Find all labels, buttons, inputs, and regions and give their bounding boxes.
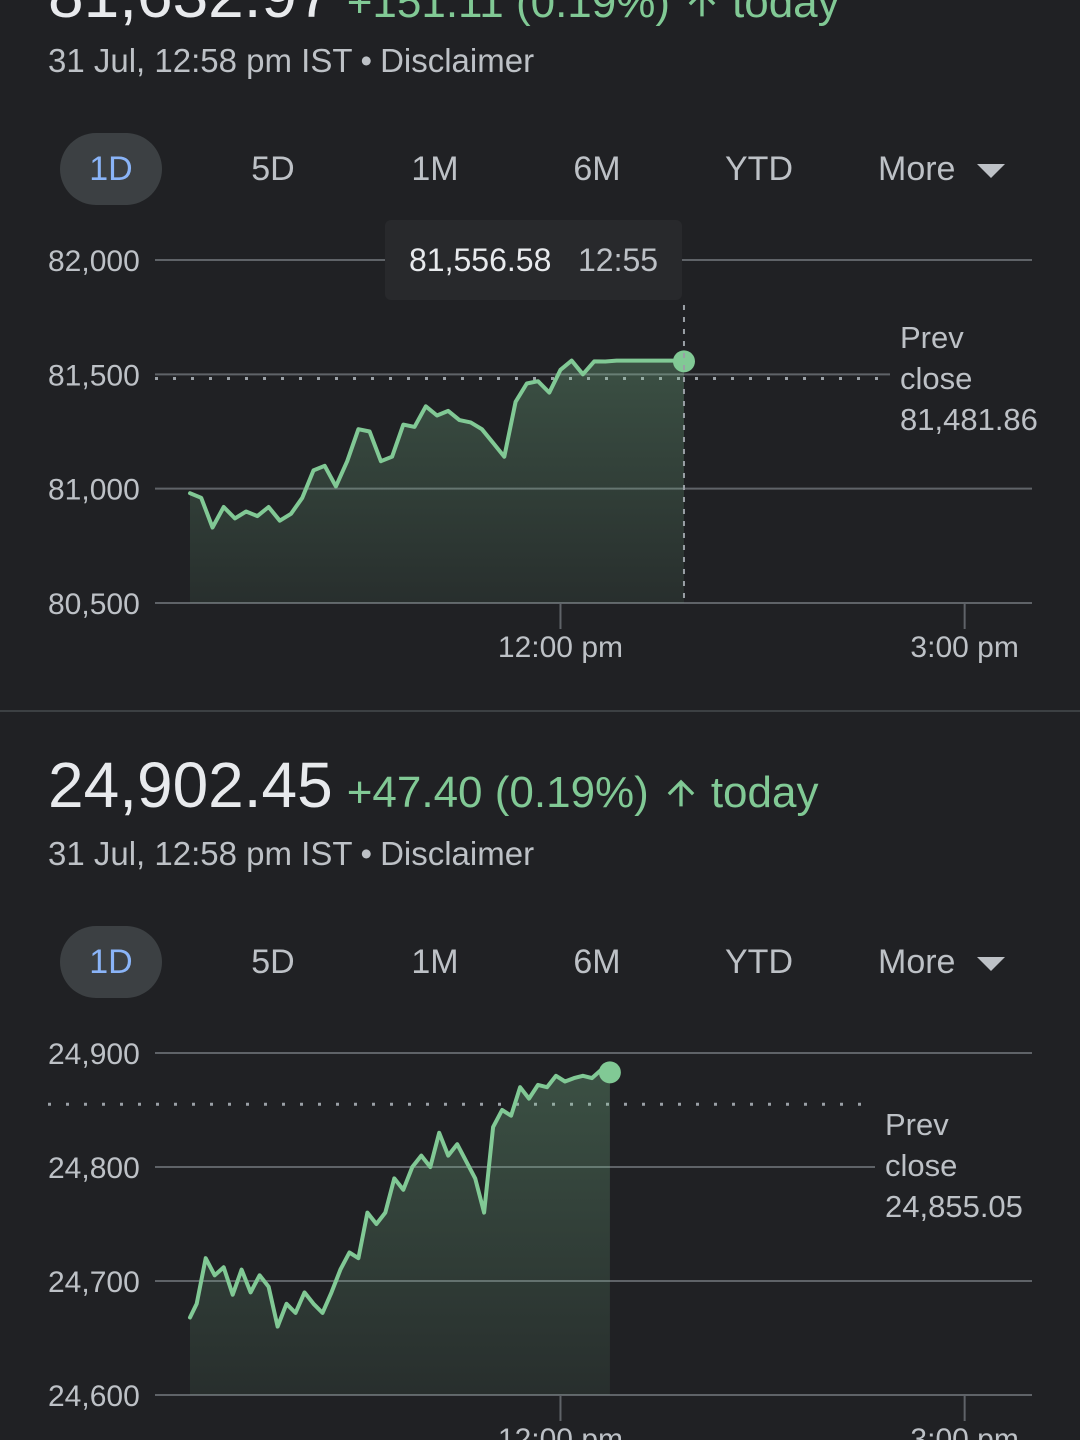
x-tick-label: 3:00 pm — [910, 631, 1018, 664]
y-tick-label: 81,500 — [48, 359, 140, 392]
tooltip-bg — [385, 220, 682, 300]
arrow-drop-down-icon — [977, 957, 1006, 971]
tab-ytd[interactable]: YTD — [725, 942, 793, 981]
tab-ytd[interactable]: YTD — [725, 149, 793, 188]
prev-close-label-bg — [875, 1099, 1035, 1231]
current-price: 81,632.97 — [48, 0, 333, 32]
price-change: +47.40 (0.19%) — [346, 768, 649, 817]
separator-dot: • — [360, 42, 373, 79]
range-tabs: 1D 5D 1M 6M YTD More — [60, 926, 1040, 998]
arrow-upward-icon — [667, 779, 695, 807]
stock-card-sensex: 81,632.97 +151.11 (0.19%) today 31 Jul, … — [0, 0, 1080, 710]
prev-close-label: Prev close 24,855.05 — [875, 1099, 1035, 1231]
price-chart[interactable]: 24,900 24,800 24,700 24,600 12:00 pm 3:00 pm P… — [0, 1008, 1080, 1440]
tab-6m[interactable]: 6M — [573, 149, 621, 188]
stock-card-nifty: 24,902.45 +47.40 (0.19%) today 31 Jul, 1… — [0, 712, 1080, 1440]
price-row: 24,902.45 +47.40 (0.19%) today — [48, 748, 818, 822]
tab-1m[interactable]: 1M — [411, 942, 459, 981]
prev-close-label: Prev close 81,481.86 — [890, 312, 1050, 444]
area-fill — [190, 1070, 610, 1395]
current-point-marker — [672, 350, 695, 373]
y-tick-label: 24,800 — [48, 1152, 140, 1185]
tab-1m[interactable]: 1M — [411, 149, 459, 188]
range-tabs: 1D 5D 1M 6M YTD More — [60, 133, 1040, 205]
timestamp: 31 Jul, 12:58 pm IST — [48, 42, 353, 79]
more-dropdown[interactable]: More — [878, 926, 1006, 998]
prev-close-line1: Prev — [900, 320, 964, 355]
today-label: today — [710, 768, 819, 817]
prev-close-label-bg — [890, 312, 1050, 444]
tooltip-value: 81,556.58 — [409, 242, 551, 278]
price-chart[interactable]: 82,000 81,500 81,000 80,500 12:00 pm 3:00 pm 8… — [0, 215, 1080, 685]
prev-close-line2: close — [885, 1148, 957, 1183]
timestamp-row: 31 Jul, 12:58 pm IST • Disclaimer — [48, 835, 534, 873]
today-label: today — [732, 0, 840, 27]
y-tick-label: 80,500 — [48, 588, 140, 621]
price-line — [188, 1068, 612, 1329]
x-tick-label: 12:00 pm — [498, 631, 623, 664]
separator-dot: • — [360, 835, 373, 872]
price-line — [188, 358, 686, 530]
tab-5d[interactable]: 5D — [251, 149, 295, 188]
prev-close-line2: close — [900, 361, 972, 396]
y-tick-label: 82,000 — [48, 245, 140, 278]
tab-1d[interactable]: 1D — [60, 133, 162, 205]
x-tick-label: 12:00 pm — [498, 1423, 623, 1440]
area-fill — [190, 360, 684, 603]
more-label: More — [878, 942, 956, 981]
card-divider — [0, 710, 1080, 712]
y-tick-label: 24,700 — [48, 1266, 140, 1299]
current-price: 24,902.45 — [48, 749, 333, 821]
prev-close-line1: Prev — [885, 1107, 949, 1142]
tab-5d[interactable]: 5D — [251, 942, 295, 981]
tab-6m[interactable]: 6M — [573, 942, 621, 981]
y-tick-label: 24,900 — [48, 1038, 140, 1071]
timestamp-row: 31 Jul, 12:58 pm IST • Disclaimer — [48, 42, 534, 80]
disclaimer-link[interactable]: Disclaimer — [380, 42, 535, 79]
x-tick-label: 3:00 pm — [910, 1423, 1018, 1440]
arrow-upward-icon — [688, 0, 716, 17]
more-dropdown[interactable]: More — [878, 133, 1006, 205]
y-tick-label: 81,000 — [48, 474, 140, 507]
prev-close-value: 81,481.86 — [900, 402, 1038, 437]
price-tooltip: 81,556.58 12:55 — [385, 220, 682, 300]
tooltip-time: 12:55 — [578, 242, 658, 278]
prev-close-value: 24,855.05 — [885, 1189, 1023, 1224]
arrow-drop-down-icon — [977, 164, 1006, 178]
tab-1d[interactable]: 1D — [60, 926, 162, 998]
disclaimer-link[interactable]: Disclaimer — [380, 835, 535, 872]
current-point-marker — [598, 1061, 621, 1084]
more-label: More — [878, 149, 956, 188]
price-row: 81,632.97 +151.11 (0.19%) today — [48, 0, 840, 32]
y-tick-label: 24,600 — [48, 1380, 140, 1413]
price-change: +151.11 (0.19%) — [346, 0, 671, 27]
timestamp: 31 Jul, 12:58 pm IST — [48, 835, 353, 872]
